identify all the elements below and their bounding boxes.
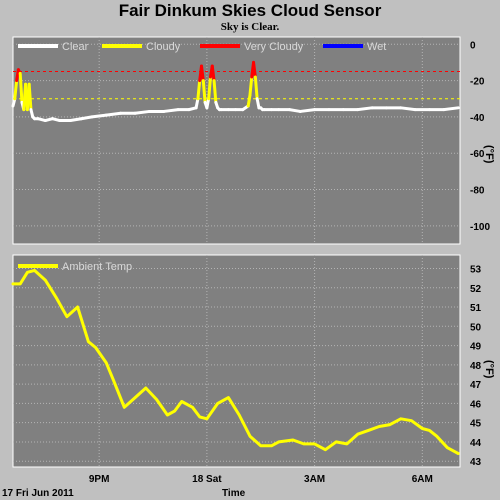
legend-label-ambient-temp: Ambient Temp xyxy=(62,261,132,273)
sky-temp-segment xyxy=(104,111,123,117)
x-tick-label: 9PM xyxy=(89,474,110,485)
x-tick-label: 18 Sat xyxy=(192,474,222,485)
ambient-ytick-label: 43 xyxy=(470,457,482,468)
sky-temp-segment xyxy=(68,117,83,123)
sky-lines xyxy=(11,60,460,123)
sky-temp-segment xyxy=(356,106,374,112)
sky-temp-segment xyxy=(298,108,317,113)
sky-temp-segment xyxy=(196,79,202,101)
ambient-y-axis: 53 52 51 50 49 48 47 46 45 44 43 xyxy=(470,264,482,468)
sky-temp-segment xyxy=(201,79,207,104)
sky-temp-segment xyxy=(253,75,259,101)
ambient-ytick-label: 52 xyxy=(470,284,482,295)
sky-ytick-label: -60 xyxy=(470,149,485,160)
ambient-ytick-label: 44 xyxy=(470,438,482,449)
ambient-ytick-label: 48 xyxy=(470,361,482,372)
sky-ytick-label: -40 xyxy=(470,113,485,124)
sky-temp-segment xyxy=(255,97,261,110)
sky-legend: Clear Cloudy Very Cloudy Wet xyxy=(18,41,386,53)
sky-temp-segment xyxy=(248,75,254,97)
x-axis-label: Time xyxy=(222,488,246,499)
x-axis: 9PM 18 Sat 3AM 6AM xyxy=(89,474,433,485)
ambient-lines xyxy=(11,268,460,455)
ambient-grid xyxy=(13,255,460,467)
sky-status: Sky is Clear. xyxy=(220,21,280,33)
sky-temp-segment xyxy=(27,82,33,112)
legend-label-wet: Wet xyxy=(367,41,386,53)
ambient-ytick-label: 47 xyxy=(470,380,482,391)
sky-temp-segment xyxy=(212,79,218,104)
x-tick-label: 3AM xyxy=(304,474,325,485)
ambient-ytick-label: 45 xyxy=(470,419,482,430)
sky-grid xyxy=(13,37,460,244)
sky-temp-segment xyxy=(194,97,200,110)
sky-y-axis: 0 -20 -40 -60 -80 -100 xyxy=(470,40,490,233)
sky-temp-segment xyxy=(18,71,24,104)
sky-temp-segment xyxy=(199,64,205,83)
sky-plot-area xyxy=(12,36,461,245)
sky-ylabel: (°F) xyxy=(483,145,495,164)
ambient-plot-area xyxy=(12,254,461,468)
sky-temp-segment xyxy=(252,60,257,79)
ambient-ytick-label: 50 xyxy=(470,322,482,333)
ambient-ytick-label: 51 xyxy=(470,303,482,314)
sky-temp-segment xyxy=(90,113,108,119)
sky-temp-segment xyxy=(442,106,460,112)
legend-label-very-cloudy: Very Cloudy xyxy=(244,41,304,53)
sky-ytick-label: -80 xyxy=(470,186,485,197)
sky-temp-segment xyxy=(13,79,19,101)
date-label: 17 Fri Jun 2011 xyxy=(2,488,74,499)
sky-temp-segment xyxy=(210,64,216,83)
ambient-ylabel: (°F) xyxy=(483,360,495,379)
sky-thresholds xyxy=(13,71,460,100)
sky-ytick-label: -100 xyxy=(470,222,490,233)
sky-ytick-label: -20 xyxy=(470,77,485,88)
sky-temp-segment xyxy=(133,109,151,115)
sky-temp-segment xyxy=(399,106,417,112)
ambient-ytick-label: 53 xyxy=(470,264,482,275)
sky-temp-segment xyxy=(207,75,212,101)
sky-temp-panel: Clear Cloudy Very Cloudy Wet 0 -20 -40 -60 -80 -… xyxy=(11,36,495,245)
ambient-temp-line xyxy=(11,268,460,455)
ambient-ytick-label: 49 xyxy=(470,342,482,353)
sky-temp-segment xyxy=(162,108,180,113)
sky-temp-segment xyxy=(205,97,211,110)
page-title: Fair Dinkum Skies Cloud Sensor xyxy=(118,1,382,20)
sky-temp-segment xyxy=(246,93,252,108)
legend-label-clear: Clear xyxy=(62,41,89,53)
legend-label-cloudy: Cloudy xyxy=(146,41,181,53)
ambient-ytick-label: 46 xyxy=(470,399,482,410)
sky-temp-segment xyxy=(79,115,94,121)
x-tick-label: 6AM xyxy=(412,474,433,485)
ambient-panel: Ambient Temp 53 52 51 50 49 48 47 46 45 44 43 (°F) xyxy=(11,254,495,468)
sky-temp-segment xyxy=(287,108,302,113)
sky-ytick-label: 0 xyxy=(470,40,476,51)
ambient-legend: Ambient Temp xyxy=(18,261,132,273)
